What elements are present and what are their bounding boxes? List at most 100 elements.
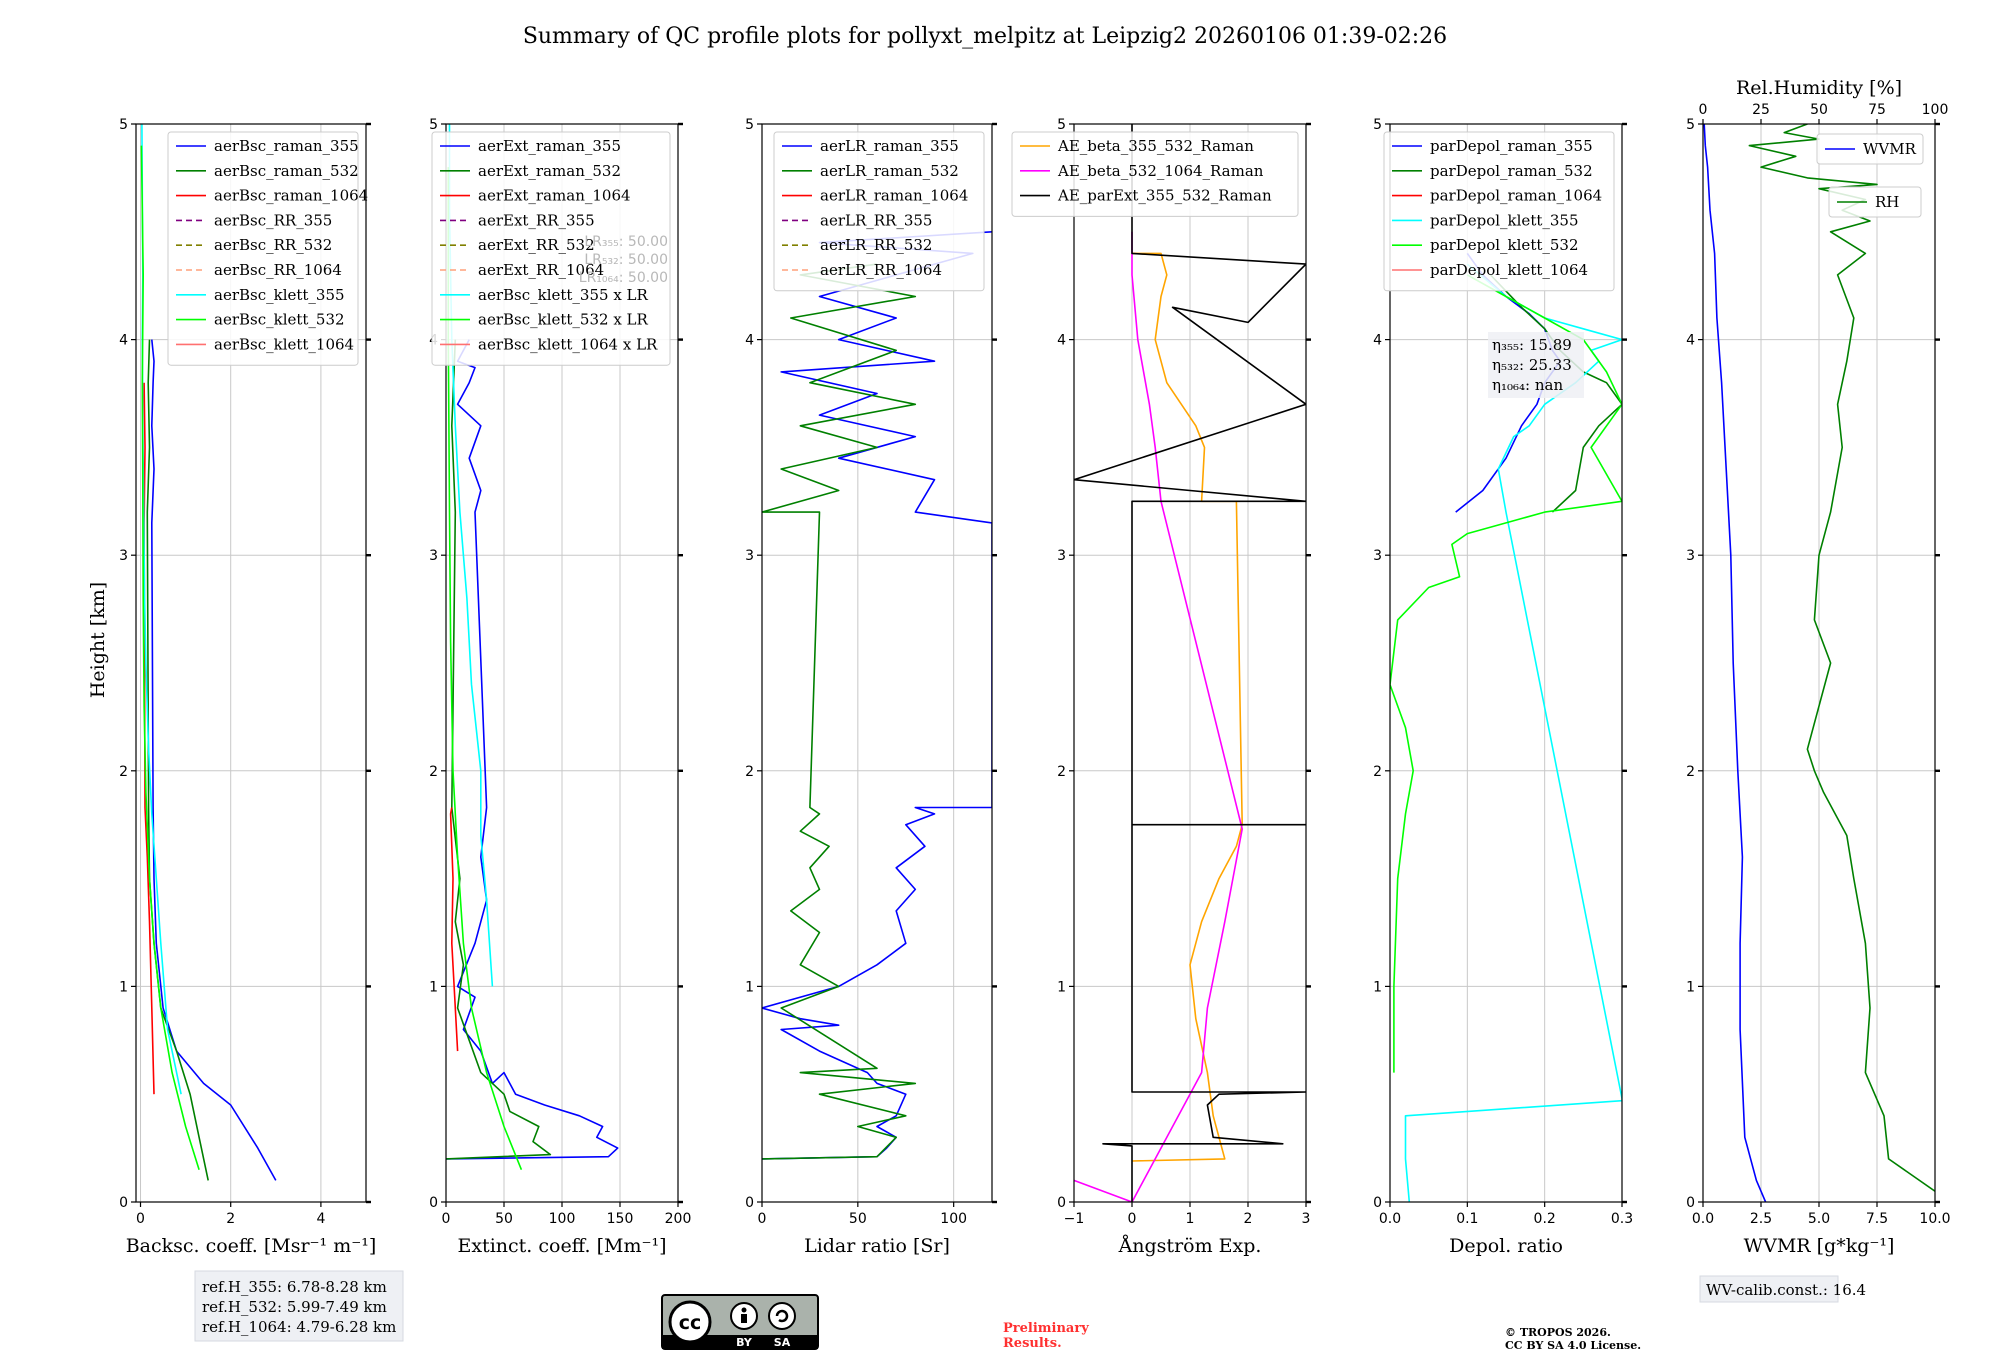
legend-entry: aerLR_raman_355 bbox=[820, 137, 959, 155]
legend-entry: aerLR_RR_532 bbox=[820, 236, 932, 254]
x-tick-label: 2 bbox=[1244, 1211, 1253, 1227]
legend-frame bbox=[1816, 133, 1924, 165]
y-axis-label: Height [km] bbox=[87, 582, 109, 698]
y-tick-label: 0 bbox=[429, 1195, 438, 1211]
legend-entry: aerLR_RR_1064 bbox=[820, 261, 942, 279]
legend-entry: parDepol_raman_355 bbox=[1430, 137, 1593, 155]
eta-annotation-box: η₃₅₅: 15.89 η₅₃₂: 25.33 η₁₀₆₄: nan bbox=[1488, 332, 1584, 398]
legend-entry: aerExt_raman_355 bbox=[478, 137, 621, 155]
legend-entry: AE_beta_532_1064_Raman bbox=[1057, 162, 1264, 180]
x-tick-label: 0.2 bbox=[1534, 1211, 1556, 1227]
x-tick-label: 3 bbox=[1302, 1211, 1311, 1227]
legend-box: RH bbox=[1828, 186, 1922, 218]
x-tick-label: 1 bbox=[1186, 1211, 1195, 1227]
legend-frame bbox=[1011, 131, 1299, 217]
x-axis-label: Extinct. coeff. [Mm⁻¹] bbox=[457, 1235, 666, 1257]
y-tick-label: 5 bbox=[429, 117, 438, 133]
x-axis-label: Ångström Exp. bbox=[1118, 1235, 1262, 1257]
y-tick-label: 4 bbox=[119, 333, 128, 349]
ref-height-532: ref.H_532: 5.99-7.49 km bbox=[202, 1298, 387, 1316]
y-tick-label: 5 bbox=[1057, 117, 1066, 133]
y-tick-label: 2 bbox=[1686, 764, 1695, 780]
legend-entry: aerBsc_raman_355 bbox=[214, 137, 359, 155]
legend-entry: aerExt_RR_532 bbox=[478, 236, 595, 254]
legend-frame bbox=[1383, 131, 1615, 292]
top-x-axis-label: Rel.Humidity [%] bbox=[1736, 77, 1902, 99]
x-tick-label: 7.5 bbox=[1866, 1211, 1888, 1227]
y-tick-label: 0 bbox=[1686, 1195, 1695, 1211]
y-tick-label: 3 bbox=[429, 548, 438, 564]
x-axis-label: Backsc. coeff. [Msr⁻¹ m⁻¹] bbox=[126, 1235, 377, 1257]
y-tick-label: 4 bbox=[745, 333, 754, 349]
legend-entry: aerBsc_klett_1064 bbox=[214, 335, 354, 353]
y-tick-label: 4 bbox=[1373, 333, 1382, 349]
top-x-tick-label: 25 bbox=[1752, 102, 1770, 118]
figure-title: Summary of QC profile plots for pollyxt_… bbox=[523, 24, 1447, 49]
by-label: BY bbox=[736, 1336, 753, 1349]
x-tick-label: 100 bbox=[549, 1211, 576, 1227]
series-group bbox=[1390, 252, 1622, 1202]
series-group bbox=[1703, 124, 1935, 1202]
x-tick-label: −1 bbox=[1064, 1211, 1085, 1227]
y-tick-label: 2 bbox=[745, 764, 754, 780]
eta-value: η₁₀₆₄: nan bbox=[1492, 376, 1563, 394]
panel-depol: 0 1 2 3 4 5 0.0 0.1 0.2 0.3 Depol. ratio parDepol_r… bbox=[1373, 117, 1633, 1257]
x-axis-label: Depol. ratio bbox=[1449, 1235, 1563, 1257]
legend-entry: AE_beta_355_532_Raman bbox=[1057, 137, 1254, 155]
x-tick-label: 50 bbox=[849, 1211, 867, 1227]
series-line-aerbsc-raman-355 bbox=[151, 339, 277, 1181]
legend-entry: parDepol_raman_532 bbox=[1430, 162, 1593, 180]
ref-height-box: ref.H_355: 6.78-8.28 km ref.H_532: 5.99-… bbox=[194, 1270, 404, 1342]
panel-ext: 012345050100150200Extinct. coeff. [Mm⁻¹]… bbox=[429, 117, 691, 1257]
series-line-aerlr-raman-355 bbox=[762, 231, 992, 1160]
x-tick-label: 0.0 bbox=[1692, 1211, 1714, 1227]
x-tick-label: 4 bbox=[316, 1211, 325, 1227]
series-line-aerbsc-klett-532 bbox=[140, 145, 200, 1170]
eta-frame bbox=[1488, 332, 1584, 398]
y-tick-label: 2 bbox=[1373, 764, 1382, 780]
y-tick-label: 3 bbox=[745, 548, 754, 564]
legend-entry: aerBsc_raman_1064 bbox=[214, 187, 368, 205]
series-line-pardepol-raman-532 bbox=[1489, 274, 1622, 513]
top-x-tick-label: 50 bbox=[1810, 102, 1828, 118]
x-tick-label: 200 bbox=[665, 1211, 692, 1227]
y-tick-label: 1 bbox=[1057, 979, 1066, 995]
legend-frame bbox=[431, 131, 671, 366]
legend-entry: RH bbox=[1875, 193, 1899, 211]
series-line-wvmr bbox=[1703, 124, 1767, 1202]
legend-box: WVMR bbox=[1816, 133, 1924, 165]
series-line-pardepol-klett-532 bbox=[1390, 274, 1622, 1073]
x-tick-label: 0.1 bbox=[1456, 1211, 1478, 1227]
y-tick-label: 5 bbox=[119, 117, 128, 133]
series-line-ae-beta-532-1064-raman bbox=[1074, 231, 1243, 1202]
top-x-tick-label: 0 bbox=[1699, 102, 1708, 118]
lr-annotation: LR₅₃₂: 50.00 bbox=[584, 252, 668, 268]
x-tick-label: 0 bbox=[1128, 1211, 1137, 1227]
y-tick-label: 1 bbox=[119, 979, 128, 995]
legend-box: AE_beta_355_532_Raman AE_beta_532_1064_Ra… bbox=[1011, 131, 1299, 217]
y-tick-label: 3 bbox=[1373, 548, 1382, 564]
preliminary-line-2: Results. bbox=[1003, 1336, 1062, 1351]
legend-entry: parDepol_klett_355 bbox=[1430, 211, 1579, 229]
legend-entry: aerExt_RR_1064 bbox=[478, 261, 604, 279]
legend-entry: WVMR bbox=[1863, 140, 1917, 158]
legend-frame bbox=[167, 131, 359, 366]
legend-frame bbox=[773, 131, 985, 292]
legend-entry: aerBsc_klett_532 x LR bbox=[478, 311, 649, 329]
series-line-aerext-raman-355 bbox=[446, 339, 619, 1160]
legend-entry: aerLR_raman_532 bbox=[820, 162, 959, 180]
series-line-pardepol-klett-355 bbox=[1404, 263, 1622, 1202]
y-tick-label: 3 bbox=[1057, 548, 1066, 564]
legend-entry: aerBsc_RR_532 bbox=[214, 236, 332, 254]
y-tick-label: 1 bbox=[745, 979, 754, 995]
copyright-line-1: © TROPOS 2026. bbox=[1505, 1326, 1611, 1339]
sa-share-icon bbox=[768, 1302, 796, 1330]
legend-entry: aerBsc_raman_532 bbox=[214, 162, 359, 180]
legend-entry: aerExt_raman_1064 bbox=[478, 187, 631, 205]
ref-height-355: ref.H_355: 6.78-8.28 km bbox=[202, 1278, 387, 1296]
y-tick-label: 0 bbox=[1373, 1195, 1382, 1211]
legend-entry: parDepol_klett_1064 bbox=[1430, 261, 1588, 279]
legend-entry: aerBsc_klett_355 bbox=[214, 286, 345, 304]
